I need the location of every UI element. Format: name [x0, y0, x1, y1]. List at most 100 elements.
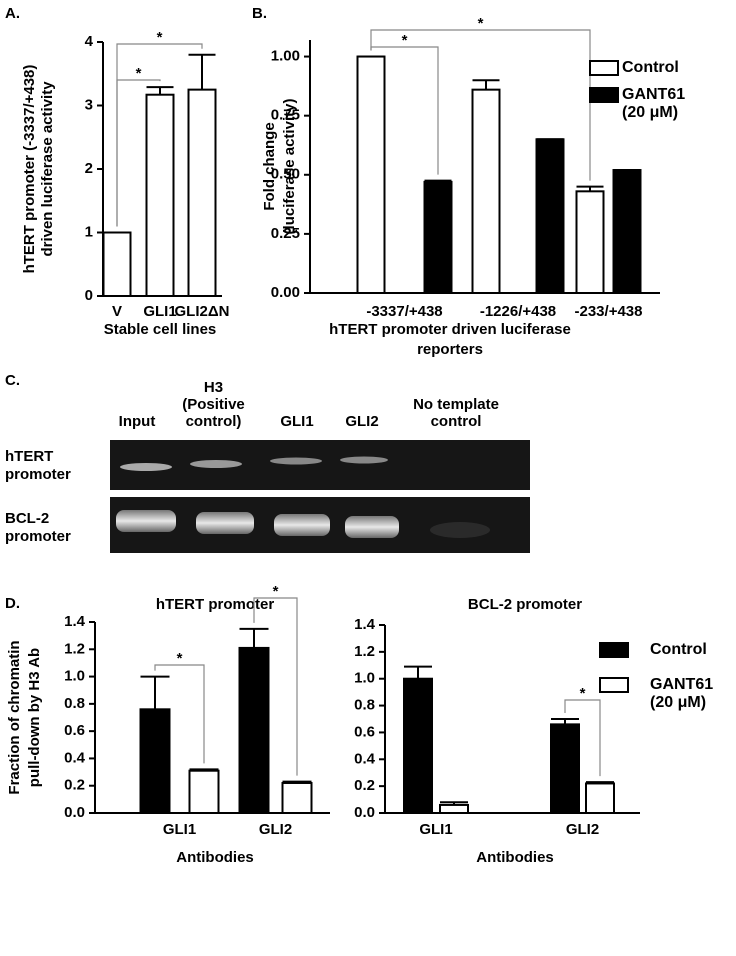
y-tick-label: 1.4	[64, 613, 86, 630]
y-axis-label: driven luciferase activity	[39, 81, 56, 257]
y-tick-label: 0.75	[271, 107, 300, 124]
x-tick-label: -1226/+438	[480, 303, 556, 320]
x-tick-label: GLI2	[566, 821, 599, 838]
bar	[238, 646, 270, 815]
legend-label: GANT61 (20 μM)	[650, 676, 714, 711]
y-tick-label: 0.50	[271, 166, 300, 183]
panel-label: C.	[5, 372, 20, 389]
y-tick-label: 0.2	[64, 777, 85, 794]
panel-label: B.	[252, 5, 267, 22]
y-tick-label: 0.25	[271, 225, 300, 242]
significance-label: *	[273, 583, 279, 600]
y-tick-label: 0.4	[354, 750, 376, 767]
y-tick-label: 1.2	[354, 643, 375, 660]
x-axis-label: hTERT promoter driven luciferase	[329, 321, 571, 338]
x-tick-label: -3337/+438	[366, 303, 442, 320]
significance-label: *	[402, 32, 408, 49]
gel-band	[270, 457, 322, 465]
y-tick-label: 1.0	[64, 668, 85, 685]
y-tick-label: 0.8	[64, 695, 85, 712]
bar	[612, 169, 642, 294]
significance-label: *	[580, 685, 586, 702]
bar	[139, 708, 171, 814]
y-tick-label: 0.4	[64, 749, 86, 766]
lane-label: Input	[118, 413, 156, 430]
x-axis-label: Antibodies	[476, 849, 554, 866]
bar	[403, 677, 433, 815]
lane-label: No template control	[413, 396, 499, 430]
bar	[585, 782, 615, 815]
panel-label: D.	[5, 595, 20, 612]
y-tick-label: 2	[85, 160, 93, 177]
bar	[187, 88, 217, 297]
x-tick-label: GLI1	[163, 821, 196, 838]
lane-label: H3 (Positive control)	[182, 379, 245, 430]
y-axis-label: Fraction of chromatin	[6, 640, 23, 794]
bar	[356, 55, 386, 294]
y-axis-label: (luciferase activity)	[281, 99, 298, 235]
legend-swatch	[589, 87, 619, 103]
x-axis-label: Antibodies	[176, 849, 254, 866]
chart-title: BCL-2 promoter	[468, 596, 582, 613]
row-label: hTERT promoter	[5, 448, 71, 483]
significance-label: *	[478, 15, 484, 32]
x-tick-label: -233/+438	[575, 303, 643, 320]
legend-label: Control	[622, 59, 679, 76]
bar	[188, 769, 220, 815]
significance-bracket	[116, 43, 203, 227]
gel-band	[116, 510, 176, 532]
gel-band	[196, 512, 254, 534]
significance-bracket	[253, 597, 298, 776]
bar	[281, 781, 313, 815]
y-tick-label: 0.0	[354, 804, 375, 821]
significance-label: *	[157, 29, 163, 46]
gel	[110, 440, 530, 553]
lane-label: GLI1	[280, 413, 314, 430]
y-tick-label: 4	[85, 33, 94, 50]
bar	[535, 138, 565, 294]
legend-label: Control	[650, 641, 707, 658]
y-axis-label: pull-down by H3 Ab	[26, 648, 43, 787]
legend-swatch	[599, 677, 629, 693]
x-axis-label: reporters	[417, 341, 483, 358]
y-tick-label: 1.0	[354, 670, 375, 687]
y-axis-label: hTERT promoter (-3337/+438)	[21, 65, 38, 274]
x-tick-label: V	[112, 303, 122, 320]
bar	[102, 231, 132, 297]
gel-band	[274, 514, 330, 536]
y-tick-label: 0.8	[354, 697, 375, 714]
y-tick-label: 3	[85, 96, 93, 113]
y-tick-label: 0.00	[271, 284, 300, 301]
significance-bracket	[154, 664, 205, 764]
x-tick-label: GLI2	[259, 821, 292, 838]
x-axis-label: Stable cell lines	[104, 321, 217, 338]
bar	[471, 88, 501, 294]
gel-band	[345, 516, 399, 538]
bar	[575, 190, 605, 294]
bar	[145, 93, 175, 297]
bar	[439, 803, 469, 815]
y-tick-label: 1.2	[64, 640, 85, 657]
y-tick-label: 1.4	[354, 616, 376, 633]
y-tick-label: 0.6	[64, 722, 85, 739]
significance-label: *	[177, 650, 183, 667]
chart-title: hTERT promoter	[156, 596, 274, 613]
gel-strip	[110, 440, 530, 490]
x-tick-label: GLI1	[419, 821, 452, 838]
y-tick-label: 0	[85, 287, 93, 304]
gel-band	[190, 460, 242, 468]
significance-label: *	[136, 65, 142, 82]
gel-band	[120, 463, 172, 471]
y-tick-label: 1.00	[271, 48, 300, 65]
panel-label: A.	[5, 5, 20, 22]
significance-bracket	[370, 29, 591, 181]
x-tick-label: GLI1	[143, 303, 176, 320]
gel-band	[340, 456, 388, 464]
legend-swatch	[599, 642, 629, 658]
significance-bracket	[564, 699, 601, 777]
row-label: BCL-2 promoter	[5, 510, 71, 545]
legend-swatch	[589, 60, 619, 76]
y-tick-label: 1	[85, 223, 93, 240]
